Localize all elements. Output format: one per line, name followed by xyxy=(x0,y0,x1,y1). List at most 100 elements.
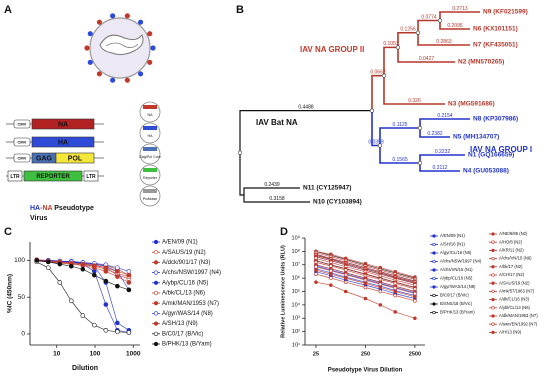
data-point xyxy=(126,280,132,285)
y-tick-label: 10⁹ xyxy=(292,234,300,241)
node xyxy=(415,30,421,35)
y-axis-label: Relative Luminescence Units (RLU) xyxy=(280,245,286,338)
spike xyxy=(137,71,144,77)
data-point xyxy=(103,302,109,307)
legend-marker xyxy=(153,331,159,336)
legend-marker xyxy=(153,260,159,265)
branch xyxy=(419,128,450,138)
legend-label: A/EN/09 (N1) xyxy=(440,233,466,238)
branch xyxy=(419,163,460,172)
x-axis-label: Dilution xyxy=(72,365,98,372)
branch-length: 0.2713 xyxy=(452,6,468,12)
legend-label: A/swn/EN/1992 (N7) xyxy=(499,321,538,326)
group-label: IAV Bat NA xyxy=(256,118,298,127)
legend-marker xyxy=(491,248,495,253)
legend-label: A/dck/901/17 (N3) xyxy=(162,260,210,266)
caption-part: -NA xyxy=(40,205,52,212)
construct-box xyxy=(13,119,31,129)
data-point xyxy=(314,280,318,284)
legend-marker xyxy=(432,276,436,281)
branch-length: 0.4488 xyxy=(298,104,314,110)
legend-label: A/dk/MAN/1953 (N7) xyxy=(499,313,538,318)
spike xyxy=(124,77,130,83)
data-point xyxy=(329,276,333,280)
branch xyxy=(383,46,398,76)
construct-box xyxy=(13,137,31,147)
component-fill xyxy=(143,168,157,172)
caption-part: HA xyxy=(30,205,40,212)
legend-label: B/C0/17 (B/Vic) xyxy=(162,331,203,337)
legend-marker xyxy=(491,306,495,310)
component-label: HA xyxy=(148,134,154,138)
data-point xyxy=(115,320,120,326)
branch-length: 0.1565 xyxy=(392,157,408,163)
spike xyxy=(150,45,156,51)
leaf-label: N7 (KF435051) xyxy=(473,42,518,49)
data-point xyxy=(103,278,109,284)
construct-box xyxy=(23,170,83,182)
legend-marker xyxy=(432,251,436,255)
data-point xyxy=(115,329,120,335)
data-point xyxy=(343,276,348,280)
component-label: NA xyxy=(148,113,154,117)
branch-length: 0.2112 xyxy=(433,165,448,171)
branch xyxy=(383,75,445,105)
legend-label: A/HO/8 (N2) xyxy=(499,239,523,244)
data-point xyxy=(57,261,63,267)
data-point xyxy=(92,263,97,268)
spike xyxy=(147,59,153,65)
spike xyxy=(147,31,153,37)
legend-marker xyxy=(491,322,495,326)
y-tick-label: 10⁵ xyxy=(292,288,300,295)
data-point xyxy=(413,316,417,321)
legend-marker xyxy=(491,232,495,236)
construct-label: NA xyxy=(58,121,68,128)
data-point xyxy=(378,289,383,294)
leaf-label: N4 (GU053088) xyxy=(463,168,509,175)
branch-length: 0.0662 xyxy=(370,70,386,76)
branch xyxy=(243,195,310,203)
node xyxy=(381,73,387,78)
construct-label: HA xyxy=(58,139,68,146)
spike xyxy=(96,71,103,77)
x-axis-label: Pseudotype Virus Dilution xyxy=(328,368,403,374)
legend-marker xyxy=(432,310,436,315)
branch-length: 0.1053 xyxy=(383,41,399,47)
caption: Virus xyxy=(30,215,47,222)
branch xyxy=(397,47,455,63)
data-point xyxy=(363,296,368,301)
branch xyxy=(239,152,244,196)
data-point xyxy=(393,286,398,290)
legend-marker xyxy=(153,301,159,306)
spike xyxy=(87,59,93,65)
data-point xyxy=(329,272,333,276)
legend-marker xyxy=(491,265,495,269)
y-tick-label: 50 xyxy=(18,294,26,301)
legend-label: A/CH/17 (N2) xyxy=(499,272,525,277)
branch-length: 0.3158 xyxy=(269,196,285,202)
construct-box xyxy=(31,118,95,130)
construct-label: CMV xyxy=(18,140,27,145)
panel-label: B xyxy=(236,4,244,16)
legend-label: A/chs/NSW/1997 (N4) xyxy=(440,259,482,264)
data-point xyxy=(80,266,86,272)
construct-label: LTR xyxy=(10,174,20,180)
branch-length: 0.0359 xyxy=(368,139,384,145)
x-tick-label: 1000 xyxy=(126,351,141,358)
legend-label: B/SNS/18 (B/Vic) xyxy=(440,301,473,306)
data-point xyxy=(126,330,132,335)
construct-box xyxy=(13,153,31,163)
branch-length: 0.2382 xyxy=(427,131,443,137)
legend-marker xyxy=(491,289,495,294)
branch-length: 0.326 xyxy=(408,98,421,104)
legend-label: B/PHK/13 (B/Yam) xyxy=(162,342,212,348)
node xyxy=(369,108,375,113)
legend-label: A/SAUS/19 (N2) xyxy=(499,280,530,285)
node xyxy=(437,18,443,23)
legend-label: A/bk/CL/13 (N6) xyxy=(162,291,205,297)
branch xyxy=(371,74,384,111)
construct-label: REPORTER xyxy=(36,174,70,180)
legend-marker xyxy=(153,270,159,275)
data-point xyxy=(314,268,318,272)
group-label: IAV NA GROUP I xyxy=(470,145,532,154)
